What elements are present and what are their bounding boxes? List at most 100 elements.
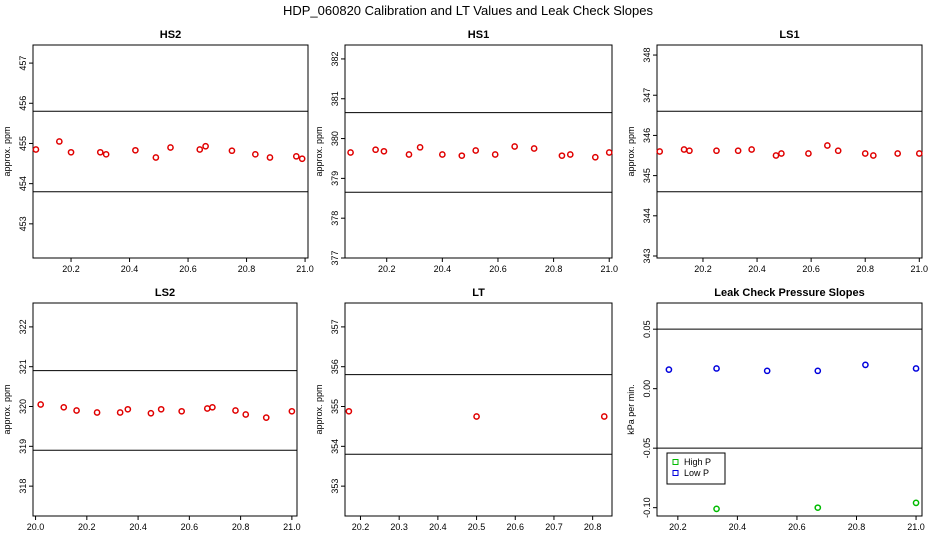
data-point bbox=[894, 150, 902, 157]
x-tick-label: 20.8 bbox=[545, 264, 563, 274]
data-point bbox=[861, 150, 869, 157]
y-tick-label: 453 bbox=[18, 216, 28, 231]
data-point bbox=[292, 152, 300, 160]
data-point bbox=[196, 146, 204, 153]
y-tick-label: 377 bbox=[330, 250, 340, 265]
y-tick-label: 344 bbox=[642, 208, 652, 223]
x-tick-label: 20.2 bbox=[694, 264, 712, 274]
y-tick-label: 346 bbox=[642, 128, 652, 143]
data-point bbox=[778, 150, 785, 157]
plot-frame bbox=[344, 302, 613, 517]
data-point bbox=[67, 148, 75, 156]
data-point bbox=[713, 505, 720, 513]
data-point bbox=[96, 148, 104, 156]
data-point bbox=[912, 499, 920, 507]
y-axis-label: approx. ppm bbox=[626, 126, 636, 176]
data-point bbox=[60, 403, 68, 411]
y-axis-label: approx. ppm bbox=[314, 126, 324, 176]
data-point bbox=[262, 414, 270, 422]
y-tick-label: 457 bbox=[18, 56, 28, 71]
data-point bbox=[763, 367, 771, 375]
y-tick-label: 354 bbox=[330, 439, 340, 454]
data-point bbox=[862, 361, 869, 369]
y-tick-label: 380 bbox=[330, 131, 340, 146]
y-tick-label: 381 bbox=[330, 91, 340, 106]
x-tick-label: 20.6 bbox=[489, 264, 507, 274]
x-tick-label: 20.7 bbox=[545, 522, 563, 532]
y-tick-label: 357 bbox=[330, 319, 340, 334]
y-tick-label: -0.05 bbox=[642, 438, 652, 459]
y-tick-label: 353 bbox=[330, 479, 340, 494]
data-point bbox=[228, 147, 236, 155]
x-tick-label: 20.6 bbox=[179, 264, 197, 274]
x-tick-label: 20.4 bbox=[129, 522, 147, 532]
data-point bbox=[824, 142, 831, 149]
x-tick-label: 20.2 bbox=[378, 264, 396, 274]
data-point bbox=[416, 143, 424, 151]
x-tick-label: 20.8 bbox=[232, 522, 250, 532]
x-tick-label: 21.0 bbox=[296, 264, 314, 274]
data-point bbox=[251, 150, 259, 158]
data-point bbox=[298, 155, 306, 163]
y-tick-label: 382 bbox=[330, 51, 340, 66]
data-point bbox=[748, 146, 755, 153]
data-point bbox=[152, 154, 160, 161]
data-point bbox=[347, 149, 354, 156]
x-tick-label: 20.4 bbox=[729, 522, 747, 532]
panel-title: LS1 bbox=[779, 29, 799, 41]
x-tick-label: 20.6 bbox=[181, 522, 199, 532]
data-point bbox=[558, 152, 566, 160]
panel-lt: LT approx. ppm 20.2 20.3 20.4 20.5 20.6 20.7 20.… bbox=[314, 287, 613, 532]
plot-frame bbox=[656, 302, 923, 517]
data-point bbox=[591, 153, 599, 161]
y-tick-label: 0.05 bbox=[642, 320, 652, 338]
data-point bbox=[491, 151, 499, 158]
panel-title: HS2 bbox=[160, 29, 181, 41]
data-point bbox=[713, 365, 720, 372]
data-point bbox=[37, 401, 45, 408]
data-point bbox=[713, 147, 720, 155]
data-point bbox=[132, 146, 139, 154]
plot-frame bbox=[656, 44, 923, 259]
x-tick-label: 20.4 bbox=[434, 264, 452, 274]
y-tick-label: 320 bbox=[18, 399, 28, 414]
x-tick-label: 21.0 bbox=[907, 522, 925, 532]
data-point bbox=[203, 405, 211, 412]
plot-frame bbox=[32, 44, 309, 259]
data-point bbox=[345, 407, 353, 415]
x-tick-label: 21.0 bbox=[600, 264, 618, 274]
x-tick-label: 20.2 bbox=[669, 522, 687, 532]
data-point bbox=[472, 147, 480, 154]
y-tick-label: 343 bbox=[642, 248, 652, 263]
data-point bbox=[102, 150, 110, 158]
x-tick-label: 20.6 bbox=[802, 264, 820, 274]
data-point bbox=[147, 409, 155, 417]
x-tick-label: 21.0 bbox=[283, 522, 301, 532]
data-point bbox=[372, 146, 379, 154]
data-point bbox=[511, 143, 519, 150]
y-tick-label: 356 bbox=[330, 359, 340, 374]
y-tick-label: 345 bbox=[642, 168, 652, 183]
data-point bbox=[288, 407, 296, 415]
legend-box bbox=[666, 452, 726, 485]
data-point bbox=[93, 409, 101, 416]
data-point bbox=[32, 146, 40, 153]
y-tick-label: 0.00 bbox=[642, 380, 652, 398]
data-point bbox=[772, 152, 780, 159]
y-tick-label: 347 bbox=[642, 88, 652, 103]
panel-title: LT bbox=[472, 287, 485, 299]
x-tick-label: 20.3 bbox=[390, 522, 408, 532]
x-tick-label: 21.0 bbox=[911, 264, 929, 274]
data-point bbox=[686, 147, 693, 155]
panel-title: HS1 bbox=[468, 29, 489, 41]
y-tick-label: 378 bbox=[330, 211, 340, 226]
y-tick-label: 322 bbox=[18, 319, 28, 334]
panel-ls2: LS2 approx. ppm 20.0 20.2 20.4 20.6 20.8 21.0 31… bbox=[2, 287, 301, 532]
x-tick-label: 20.6 bbox=[788, 522, 806, 532]
data-point bbox=[266, 154, 274, 161]
panel-ls1: LS1 approx. ppm 20.2 20.4 20.6 20.8 21.0 343 344… bbox=[626, 29, 928, 274]
x-tick-label: 20.6 bbox=[506, 522, 524, 532]
legend-label: High P bbox=[684, 457, 711, 467]
